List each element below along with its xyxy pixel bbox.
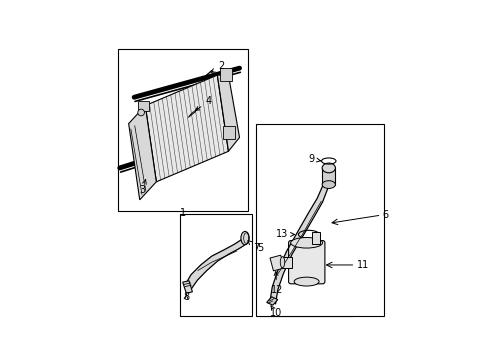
Ellipse shape bbox=[322, 181, 335, 188]
Text: 5: 5 bbox=[257, 243, 263, 253]
Polygon shape bbox=[145, 75, 228, 182]
Bar bbox=[311, 232, 319, 244]
Polygon shape bbox=[183, 281, 192, 293]
Circle shape bbox=[138, 109, 144, 116]
Bar bbox=[282, 257, 292, 268]
Text: 10: 10 bbox=[269, 306, 282, 319]
Bar bbox=[223, 126, 235, 139]
Bar bbox=[117, 49, 247, 211]
Ellipse shape bbox=[322, 163, 335, 173]
Polygon shape bbox=[128, 105, 156, 200]
Bar bbox=[259, 221, 352, 316]
Bar bbox=[256, 123, 383, 316]
Text: 12: 12 bbox=[270, 271, 283, 295]
Polygon shape bbox=[188, 108, 198, 117]
Ellipse shape bbox=[280, 257, 284, 268]
Text: 4: 4 bbox=[195, 96, 212, 111]
Text: 7: 7 bbox=[247, 240, 259, 253]
Text: 6: 6 bbox=[382, 210, 387, 220]
Ellipse shape bbox=[290, 238, 322, 248]
Text: 2: 2 bbox=[210, 61, 224, 72]
Text: 1: 1 bbox=[179, 208, 185, 218]
Polygon shape bbox=[266, 297, 277, 305]
Bar bbox=[180, 214, 251, 316]
Text: 9: 9 bbox=[308, 154, 320, 164]
Text: 8: 8 bbox=[183, 292, 189, 302]
Ellipse shape bbox=[241, 231, 249, 245]
Polygon shape bbox=[202, 70, 211, 79]
Ellipse shape bbox=[293, 277, 319, 286]
FancyBboxPatch shape bbox=[288, 240, 324, 284]
Polygon shape bbox=[217, 75, 239, 151]
Text: 3: 3 bbox=[139, 180, 146, 195]
Text: 11: 11 bbox=[356, 260, 368, 270]
FancyBboxPatch shape bbox=[322, 168, 335, 185]
Bar bbox=[138, 102, 149, 111]
Bar bbox=[219, 68, 232, 81]
Text: 13: 13 bbox=[275, 229, 294, 239]
Polygon shape bbox=[185, 236, 246, 291]
Bar bbox=[269, 255, 284, 271]
Polygon shape bbox=[269, 171, 330, 304]
